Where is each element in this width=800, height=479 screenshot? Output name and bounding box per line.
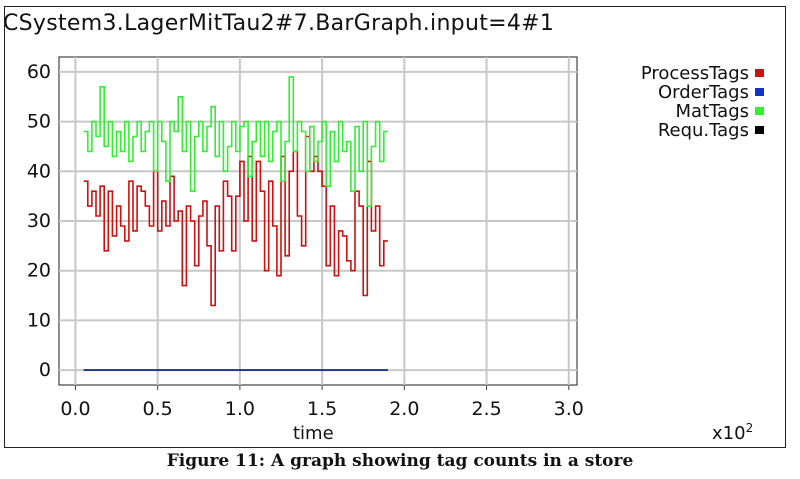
bar-graph-chart: 0 10 20 30 40 50 60 0.0 0.5 1.0 1.5 2.0 2.5 3.0 Proces… [27, 56, 764, 420]
x-axis-scale-label: x102 [712, 421, 753, 444]
x-tick-label: 3.0 [554, 398, 584, 420]
figure-caption: Figure 11: A graph showing tag counts in… [166, 451, 634, 471]
x-tick-label: 1.0 [225, 398, 255, 420]
x-tick-label: 1.5 [307, 398, 337, 420]
chart-title: CSystem3.LagerMitTau2#7.BarGraph.input=4… [4, 11, 555, 36]
x-tick-label: 0.5 [143, 398, 173, 420]
y-tick-label: 30 [27, 210, 51, 232]
legend-label: ProcessTags [641, 63, 749, 84]
y-tick-label: 60 [27, 61, 51, 83]
figure-frame: 0 10 20 30 40 50 60 0.0 0.5 1.0 1.5 2.0 2.5 3.0 Proces… [4, 6, 786, 448]
series-process-tags [83, 135, 388, 307]
legend-swatch [755, 107, 764, 115]
x-axis-label: time [293, 423, 334, 444]
legend-swatch [755, 88, 764, 96]
legend-label: Requ.Tags [658, 120, 749, 141]
y-tick-label: 50 [27, 111, 51, 133]
scale-base: x10 [712, 423, 746, 444]
legend-label: MatTags [676, 101, 749, 122]
y-tick-label: 10 [27, 309, 51, 331]
series-mat-tags [83, 76, 388, 207]
scale-exponent: 2 [745, 421, 754, 435]
y-tick-label: 0 [39, 359, 51, 381]
x-tick-label: 2.0 [389, 398, 419, 420]
y-tick-label: 40 [27, 160, 51, 182]
y-tick-label: 20 [27, 260, 51, 282]
x-tick-label: 2.5 [471, 398, 501, 420]
x-tick-label: 0.0 [60, 398, 90, 420]
legend-label: OrderTags [658, 82, 749, 103]
legend-swatch [755, 126, 764, 134]
legend-swatch [755, 69, 764, 77]
